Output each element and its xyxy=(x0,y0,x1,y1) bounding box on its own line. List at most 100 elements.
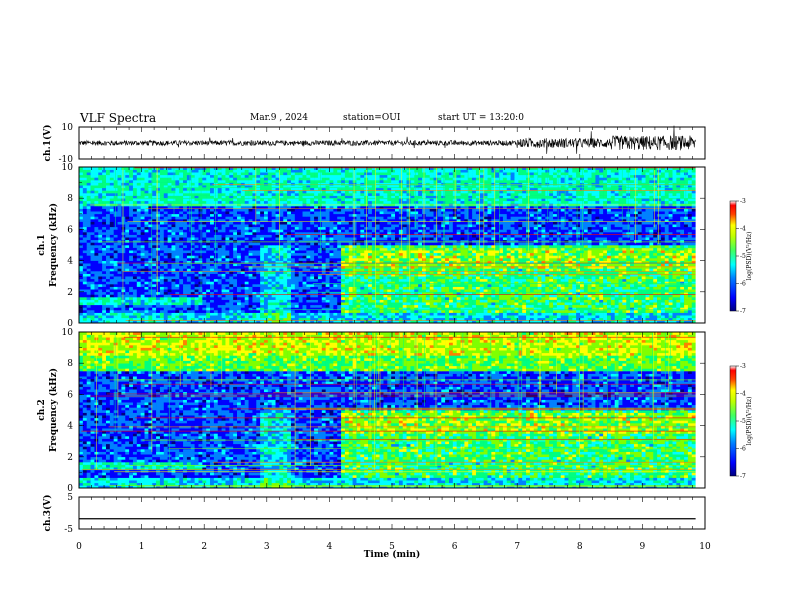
spectrogram-cell xyxy=(414,279,418,282)
spectrogram-cell xyxy=(94,297,98,300)
spectrogram-cell xyxy=(380,313,384,316)
spectrogram-cell xyxy=(368,310,372,313)
spectrogram-cell xyxy=(245,287,249,290)
spectrogram-cell xyxy=(387,281,391,284)
spectrogram-cell xyxy=(125,266,129,269)
spectrogram-cell xyxy=(611,315,615,318)
spectrogram-cell xyxy=(480,258,484,261)
spectrogram-cell xyxy=(168,315,172,318)
spectrogram-cell xyxy=(464,289,468,292)
spectrogram-cell xyxy=(468,253,472,256)
spectrogram-cell xyxy=(202,297,206,300)
spectrogram-cell xyxy=(383,266,387,269)
spectrogram-cell xyxy=(514,307,518,310)
spectrogram-cell xyxy=(684,281,688,284)
spectrogram-cell xyxy=(279,250,283,253)
spectrogram-cell xyxy=(91,255,95,258)
spectrogram-cell xyxy=(268,297,272,300)
spectrogram-cell xyxy=(168,287,172,290)
spectrogram-cell xyxy=(337,255,341,258)
spectrogram-cell xyxy=(491,281,495,284)
spectrogram-cell xyxy=(356,310,360,313)
spectrogram-cell xyxy=(341,300,345,303)
spectrogram-cell xyxy=(114,242,118,245)
spectrogram-cell xyxy=(276,315,280,318)
spectrogram-cell xyxy=(198,242,202,245)
spectrogram-cell xyxy=(237,297,241,300)
spectrogram-cell xyxy=(148,274,152,277)
spectrogram-cell xyxy=(557,266,561,269)
spectrogram-cell xyxy=(260,284,264,287)
spectrogram-cell xyxy=(87,279,91,282)
spectrogram-cell xyxy=(692,266,696,269)
spectrogram-cell xyxy=(672,255,676,258)
spectrogram-cell xyxy=(422,284,426,287)
spectrogram-cell xyxy=(441,279,445,282)
spectrogram-cell xyxy=(565,268,569,271)
spectrogram-cell xyxy=(557,253,561,256)
spectrogram-cell xyxy=(622,245,626,248)
spectrogram-cell xyxy=(148,305,152,308)
spectrogram-cell xyxy=(110,253,114,256)
spectrogram-cell xyxy=(106,268,110,271)
spectrogram-cell xyxy=(279,274,283,277)
spectrogram-cell xyxy=(183,268,187,271)
spectrogram-cell xyxy=(276,289,280,292)
spectrogram-cell xyxy=(206,300,210,303)
spectrogram-cell xyxy=(83,253,87,256)
spectrogram-cell xyxy=(638,284,642,287)
spectrogram-cell xyxy=(268,294,272,297)
spectrogram-cell xyxy=(310,289,314,292)
spectrogram-cell xyxy=(102,268,106,271)
spectrogram-cell xyxy=(461,253,465,256)
spectrogram-cell xyxy=(318,250,322,253)
spectrogram-cell xyxy=(488,297,492,300)
spectrogram-cell xyxy=(622,287,626,290)
spectrogram-cell xyxy=(322,250,326,253)
spectrogram-cell xyxy=(83,315,87,318)
spectrogram-cell xyxy=(118,274,122,277)
spectrogram-cell xyxy=(110,255,114,258)
spectrogram-cell xyxy=(133,245,137,248)
spectrogram-cell xyxy=(603,284,607,287)
spectrogram-cell xyxy=(245,253,249,256)
spectrogram-cell xyxy=(669,307,673,310)
spectrogram-cell xyxy=(148,313,152,316)
spectrogram-cell xyxy=(106,274,110,277)
spectrogram-cell xyxy=(210,287,214,290)
spectrogram-cell xyxy=(376,297,380,300)
spectrogram-cell xyxy=(468,302,472,305)
spectrogram-cell xyxy=(303,307,307,310)
spectrogram-cell xyxy=(360,245,364,248)
spectrogram-cell xyxy=(553,250,557,253)
spectrogram-cell xyxy=(337,307,341,310)
spectrogram-cell xyxy=(383,315,387,318)
spectrogram-cell xyxy=(125,250,129,253)
spectrogram-cell xyxy=(603,266,607,269)
spectrogram-cell xyxy=(526,313,530,316)
spectrogram-cell xyxy=(488,245,492,248)
spectrogram-cell xyxy=(511,245,515,248)
spectrogram-cell xyxy=(114,274,118,277)
spectrogram-cell xyxy=(557,313,561,316)
spectrogram-cell xyxy=(364,307,368,310)
spectrogram-cell xyxy=(268,279,272,282)
spectrogram-cell xyxy=(499,305,503,308)
spectrogram-cell xyxy=(576,289,580,292)
spectrogram-cell xyxy=(453,289,457,292)
spectrogram-cell xyxy=(145,302,149,305)
spectrogram-cell xyxy=(669,245,673,248)
spectrogram-cell xyxy=(287,302,291,305)
spectrogram-cell xyxy=(360,276,364,279)
spectrogram-cell xyxy=(376,294,380,297)
spectrogram-cell xyxy=(183,287,187,290)
spectrogram-cell xyxy=(152,305,156,308)
spectrogram-cell xyxy=(592,313,596,316)
spectrogram-cell xyxy=(303,248,307,251)
spectrogram-cell xyxy=(676,302,680,305)
spectrogram-cell xyxy=(276,266,280,269)
spectrogram-cell xyxy=(299,287,303,290)
spectrogram-cell xyxy=(156,305,160,308)
spectrogram-cell xyxy=(187,268,191,271)
spectrogram-cell xyxy=(530,315,534,318)
